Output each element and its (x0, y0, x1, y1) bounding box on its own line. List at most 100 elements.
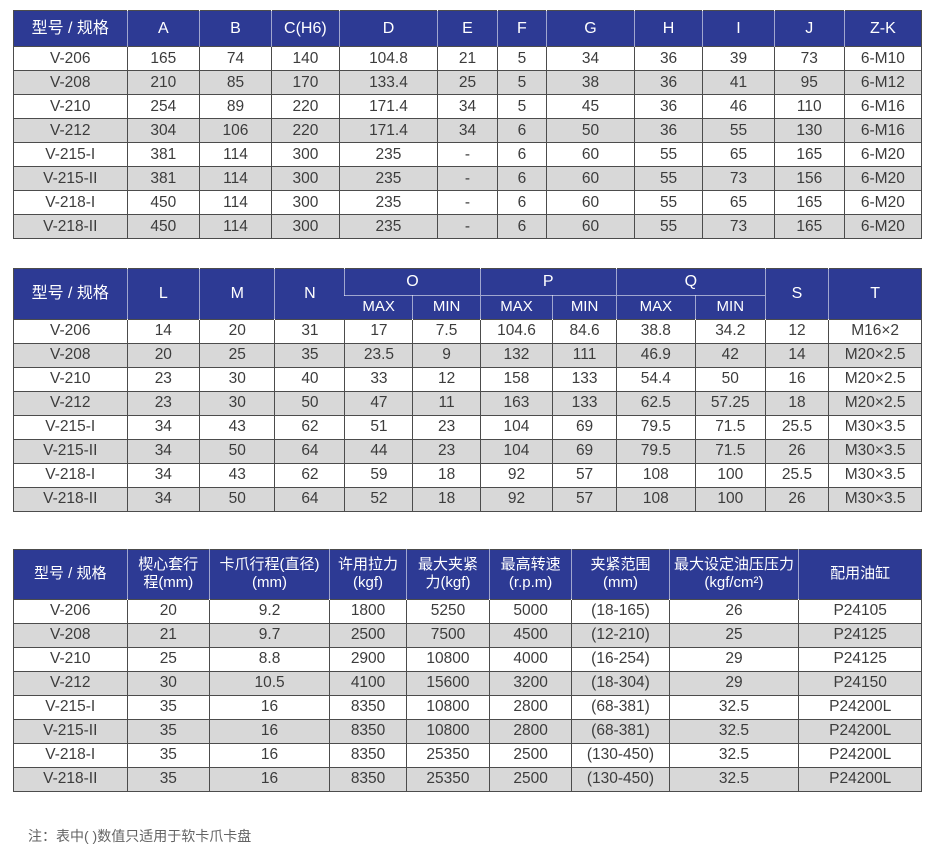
value-cell: (12-210) (571, 622, 670, 648)
value-cell: 38.8 (615, 318, 696, 344)
value-cell: 12 (412, 366, 481, 392)
value-cell: 73 (702, 166, 775, 191)
value-cell: 14 (764, 342, 830, 368)
model-cell: V-208 (13, 70, 128, 95)
value-cell: 8350 (328, 742, 408, 768)
column-header: Z-K (843, 10, 922, 47)
value-cell: 39 (702, 46, 775, 71)
value-cell: 9.7 (209, 622, 330, 648)
table-row: V-208 210 85 170 133.4 25 5 38 36 41 95 6-M12 (13, 70, 923, 95)
value-cell: 114 (199, 142, 272, 167)
value-cell: 156 (773, 166, 845, 191)
value-cell: 60 (545, 166, 636, 191)
value-cell: 114 (199, 166, 272, 191)
value-cell: 92 (479, 462, 554, 488)
value-cell: 64 (274, 486, 346, 512)
table-row: V-215-II 381 114 300 235-6 60 55 73 156 6-M20 (13, 166, 923, 191)
value-cell: 114 (199, 190, 272, 215)
value-cell: 6 (496, 118, 547, 143)
value-cell: 171.4 (338, 94, 439, 119)
value-cell: 55 (702, 118, 775, 143)
value-cell: 50 (274, 390, 346, 416)
value-cell: - (437, 190, 498, 215)
value-cell: 46.9 (615, 342, 696, 368)
model-cell: V-206 (13, 46, 128, 71)
value-cell: M30×3.5 (828, 486, 922, 512)
value-cell: 108 (615, 486, 696, 512)
value-cell: 171.4 (338, 118, 439, 143)
value-cell: 60 (545, 214, 636, 239)
value-cell: 10.5 (209, 670, 330, 696)
column-header: E (437, 10, 498, 47)
column-header: 卡爪行程(直径)(mm) (209, 549, 330, 600)
value-cell: 73 (702, 214, 775, 239)
value-cell: 23 (126, 390, 201, 416)
value-cell: 71.5 (694, 438, 766, 464)
value-cell: 20 (126, 598, 211, 624)
value-cell: 235 (338, 190, 439, 215)
value-cell: 25 (437, 70, 498, 95)
value-cell: 2800 (488, 718, 573, 744)
column-header-T: T (828, 268, 922, 320)
model-cell: V-215-I (13, 694, 128, 720)
value-cell: 114 (199, 214, 272, 239)
value-cell: - (437, 142, 498, 167)
value-cell: 300 (270, 214, 340, 239)
value-cell: 60 (545, 190, 636, 215)
value-cell: 34 (545, 46, 636, 71)
column-header: G (545, 10, 635, 47)
value-cell: 11 (412, 390, 481, 416)
value-cell: 165 (773, 190, 845, 215)
table-row: V-218-I 35 16 8350 25350 2500 (130-450) 32.5 P24… (13, 742, 922, 768)
column-header: H (634, 10, 703, 47)
value-cell: 26 (764, 486, 830, 512)
value-cell: 60 (545, 142, 636, 167)
value-cell: 6-M20 (843, 190, 923, 215)
spec-sheet: 型号 / 规格 A B C(H6) D E F G H I J Z-K V-206 165 74 140 10… (13, 10, 923, 846)
value-cell: 25 (668, 622, 800, 648)
column-subheader-Q-min: MIN (694, 295, 766, 320)
value-cell: 50 (545, 118, 636, 143)
value-cell: (130-450) (571, 742, 670, 768)
value-cell: 16 (209, 718, 330, 744)
model-cell: V-208 (13, 622, 128, 648)
value-cell: 46 (702, 94, 775, 119)
value-cell: 74 (199, 46, 272, 71)
value-cell: M20×2.5 (828, 390, 922, 416)
value-cell: 104 (479, 414, 554, 440)
table-row: V-212 23 30 50 47 11 163 133 62.5 57.25 18 M20×2.5 (13, 390, 922, 416)
performance-table: 型号 / 规格 楔心套行程(mm) 卡爪行程(直径)(mm) 许用拉力 (kgf) 最大… (13, 548, 922, 792)
value-cell: 300 (270, 190, 340, 215)
value-cell: 79.5 (615, 438, 696, 464)
model-cell: V-218-I (13, 190, 128, 215)
value-cell: 1800 (328, 598, 408, 624)
value-cell: 36 (634, 94, 704, 119)
table-row: V-215-II 34 50 64 44 23 104 69 79.5 71.5 26 M30×3.5 (13, 438, 922, 464)
table-row: V-218-II 34 50 64 52 18 92 57 108 100 26 M30×3.5 (13, 486, 922, 512)
value-cell: 220 (270, 94, 340, 119)
value-cell: 34.2 (694, 318, 766, 344)
value-cell: (16-254) (571, 646, 670, 672)
column-group-Q: Q (615, 268, 766, 296)
column-header: 夹紧范围 (mm) (571, 549, 670, 600)
value-cell: 73 (773, 46, 845, 71)
value-cell: 29 (668, 646, 800, 672)
model-cell: V-218-I (13, 742, 128, 768)
value-cell: P24125 (798, 622, 922, 648)
value-cell: 6-M20 (843, 142, 923, 167)
value-cell: 5250 (406, 598, 490, 624)
value-cell: 35 (274, 342, 346, 368)
value-cell: 34 (437, 94, 498, 119)
value-cell: 2800 (488, 694, 573, 720)
value-cell: - (437, 214, 498, 239)
value-cell: 92 (479, 486, 554, 512)
value-cell: 4500 (488, 622, 573, 648)
value-cell: 32.5 (668, 742, 800, 768)
value-cell: 10800 (406, 646, 490, 672)
value-cell: 40 (274, 366, 346, 392)
value-cell: 133 (552, 366, 617, 392)
value-cell: 104.8 (338, 46, 439, 71)
value-cell: 6 (496, 142, 547, 167)
value-cell: 85 (199, 70, 272, 95)
model-cell: V-215-II (13, 718, 128, 744)
